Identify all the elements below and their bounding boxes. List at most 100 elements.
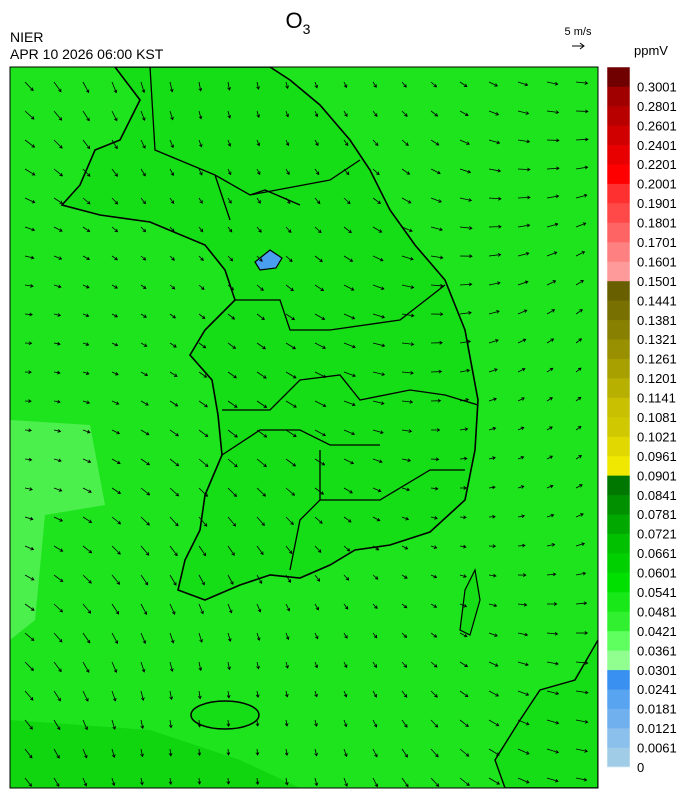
colorbar-label: 0.0781 [637,507,677,522]
colorbar-label: 0.2801 [637,99,677,114]
wind-arrow [546,631,559,636]
wind-arrow [546,543,556,547]
colorbar-label: 0.2601 [637,118,677,133]
wind-arrow [575,165,589,170]
wind-reference-label: 5 m/s [565,26,592,38]
wind-arrow [343,255,354,262]
wind-arrow [372,429,384,435]
wind-arrow [372,400,385,405]
wind-arrow [82,748,88,759]
wind-arrow [82,603,92,614]
wind-arrow [401,429,413,433]
wind-arrow [198,313,206,319]
wind-arrow [546,194,560,199]
wind-arrow [314,632,319,640]
wind-arrow [198,168,203,176]
wind-arrow [575,222,587,228]
wind-arrow [343,545,351,552]
wind-arrow [488,139,501,145]
wind-arrow [546,572,557,577]
wind-arrow [256,255,263,262]
wind-arrow [169,168,174,177]
wind-arrow [314,197,321,205]
colorbar-label: 0.0721 [637,527,677,542]
wind-arrow [53,690,61,702]
wind-arrow [169,487,180,497]
low-ozone-patch [10,420,105,640]
wind-arrow [546,81,559,86]
wind-arrow [401,370,414,375]
wind-arrow [430,690,438,698]
wind-arrow [488,168,502,173]
colorbar-label: 0.2401 [637,138,677,153]
wind-arrow [575,455,583,460]
wind-arrow [198,487,209,497]
wind-arrow [314,400,327,407]
wind-arrow [343,139,349,147]
wind-arrow [575,81,589,85]
wind-arrow [488,281,501,286]
wind-arrow [227,545,235,556]
wind-arrow [372,284,385,290]
wind-arrow [284,777,289,786]
colorbar-swatch [607,378,630,398]
wind-arrow [256,313,265,320]
wind-arrow [256,139,261,147]
wind-arrow [343,313,356,320]
wind-arrow [140,719,145,730]
wind-arrow [82,313,90,318]
wind-arrow [314,458,326,466]
wind-arrow [372,603,378,609]
wind-arrow [256,400,268,408]
wind-arrow [256,487,267,497]
wind-arrow [111,168,118,177]
wind-arrow [430,139,440,146]
wind-arrow [401,661,408,668]
wind-arrow [140,81,146,94]
colorbar-frame [606,66,631,768]
wind-arrow [197,719,202,728]
wind-arrow [82,690,89,702]
colorbar-label: 0.1021 [637,429,677,444]
wind-arrow [314,168,320,176]
colorbar-swatch [607,455,630,476]
wind-arrow [285,603,291,612]
wind-arrow [111,342,119,347]
wind-arrow [256,81,260,90]
wind-arrow [575,631,589,635]
wind-arrow [140,690,145,701]
colorbar-swatch [607,86,630,107]
wind-arrow [24,516,34,521]
wind-arrow [198,429,209,438]
colorbar-swatch [607,728,630,748]
wind-arrow [517,748,530,755]
wind-arrow [227,110,232,119]
wind-arrow [227,574,234,585]
wind-arrow [488,777,500,785]
wind-arrow [575,280,585,286]
wind-arrow [198,545,207,557]
wind-arrow [198,632,203,643]
wind-arrow [198,342,207,349]
wind-arrow [227,400,238,408]
colorbar-label: 0.1501 [637,274,677,289]
wind-arrow [372,371,386,377]
wind-arrow [285,110,290,118]
wind-arrow [343,574,350,581]
wind-arrow [140,458,150,466]
wind-arrow [459,168,472,174]
wind-arrow [546,690,560,696]
wind-arrow [459,661,469,668]
wind-arrow [314,81,319,89]
wind-arrow [401,574,408,579]
wind-arrow [517,485,525,489]
wind-arrow [401,690,408,698]
wind-arrow [140,284,147,289]
province-borders [149,67,479,571]
wind-arrow [488,196,502,201]
wind-arrow [546,777,559,783]
wind-arrow [256,226,262,233]
wind-arrow [430,777,440,787]
wind-arrow [314,487,325,495]
wind-arrow [343,226,352,234]
